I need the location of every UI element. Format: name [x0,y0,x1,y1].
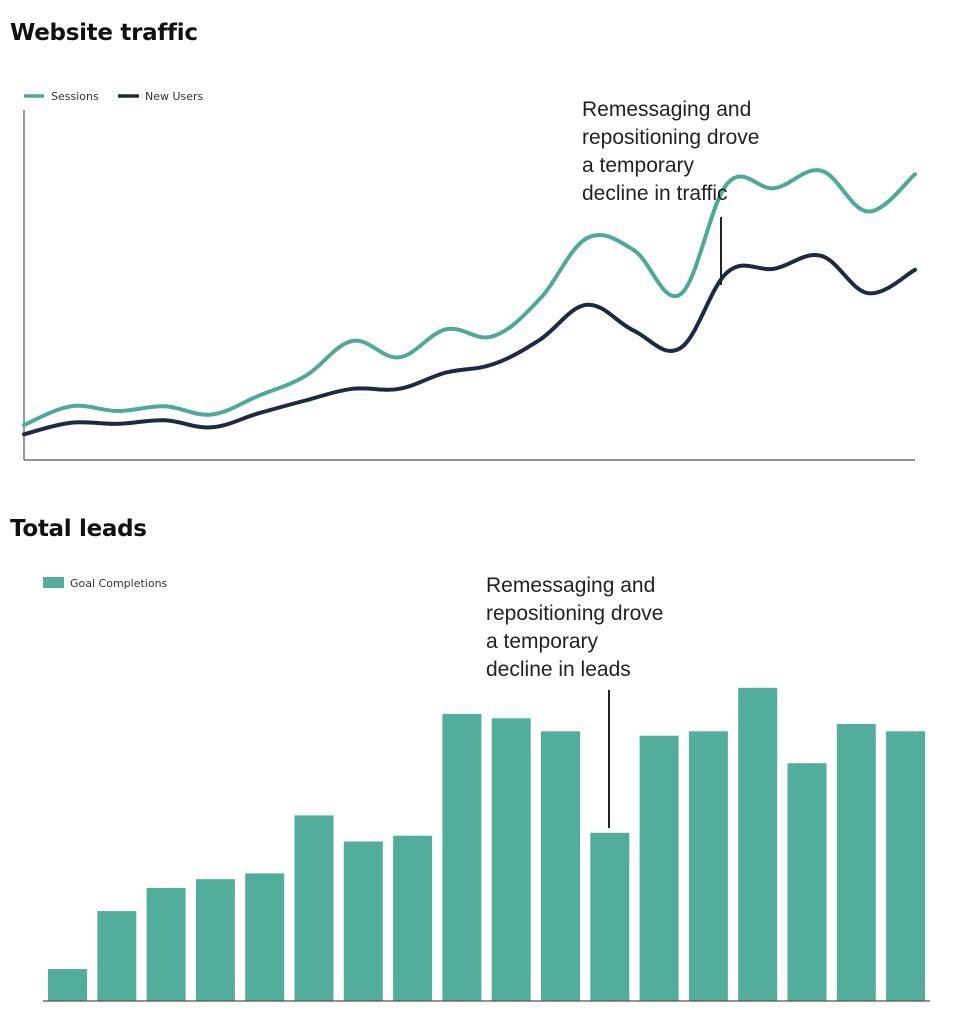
bar-goal-completions-7 [343,841,383,1001]
series-line-new-users [22,252,917,437]
annotation-traffic-line-1: Remessaging and [582,98,751,121]
bar-goal-completions-12 [590,832,630,1001]
line-legend: Sessions New Users [24,90,204,103]
annotation-traffic-line-3: a temporary [582,154,695,177]
bar-goal-completions-17 [836,724,876,1001]
annotation-leads-line-3: a temporary [486,630,599,653]
bar-goal-completions-15 [738,687,778,1001]
bar-goal-completions-9 [442,713,482,1001]
bar-goal-completions-16 [787,763,827,1001]
bar-goal-completions-6 [294,815,334,1001]
leads-annotation: Remessaging and repositioning drove a te… [486,574,663,828]
annotation-leads-line-4: decline in leads [486,658,631,681]
chart-title-traffic: Website traffic [10,20,198,46]
traffic-annotation: Remessaging and repositioning drove a te… [582,98,759,285]
bar-goal-completions-4 [195,879,235,1001]
bar-goal-completions-13 [639,735,679,1001]
annotation-traffic-line-4: decline in traffic [582,182,728,205]
legend-swatch-goal-completions [43,577,64,588]
bar-goal-completions-2 [97,911,137,1001]
annotation-traffic-line-2: repositioning drove [582,126,759,149]
bar-goal-completions-18 [886,731,926,1001]
chart-title-leads: Total leads [10,516,147,542]
bar-goal-completions-8 [393,835,433,1001]
legend-label-goal-completions: Goal Completions [70,577,168,590]
annotation-leads-line-2: repositioning drove [486,602,663,625]
bar-goal-completions-5 [245,873,285,1001]
legend-label-new-users: New Users [145,90,204,103]
bar-goal-completions-11 [541,731,580,1001]
series-line-sessions [22,168,917,427]
bar-goal-completions-1 [48,969,87,1001]
bar-goal-completions-3 [146,887,186,1001]
bar-legend: Goal Completions [43,577,168,590]
bar-series-goal-completions [48,687,926,1002]
bar-goal-completions-10 [491,718,531,1002]
bar-goal-completions-14 [688,731,728,1001]
legend-label-sessions: Sessions [51,90,99,103]
annotation-leads-line-1: Remessaging and [486,574,655,597]
